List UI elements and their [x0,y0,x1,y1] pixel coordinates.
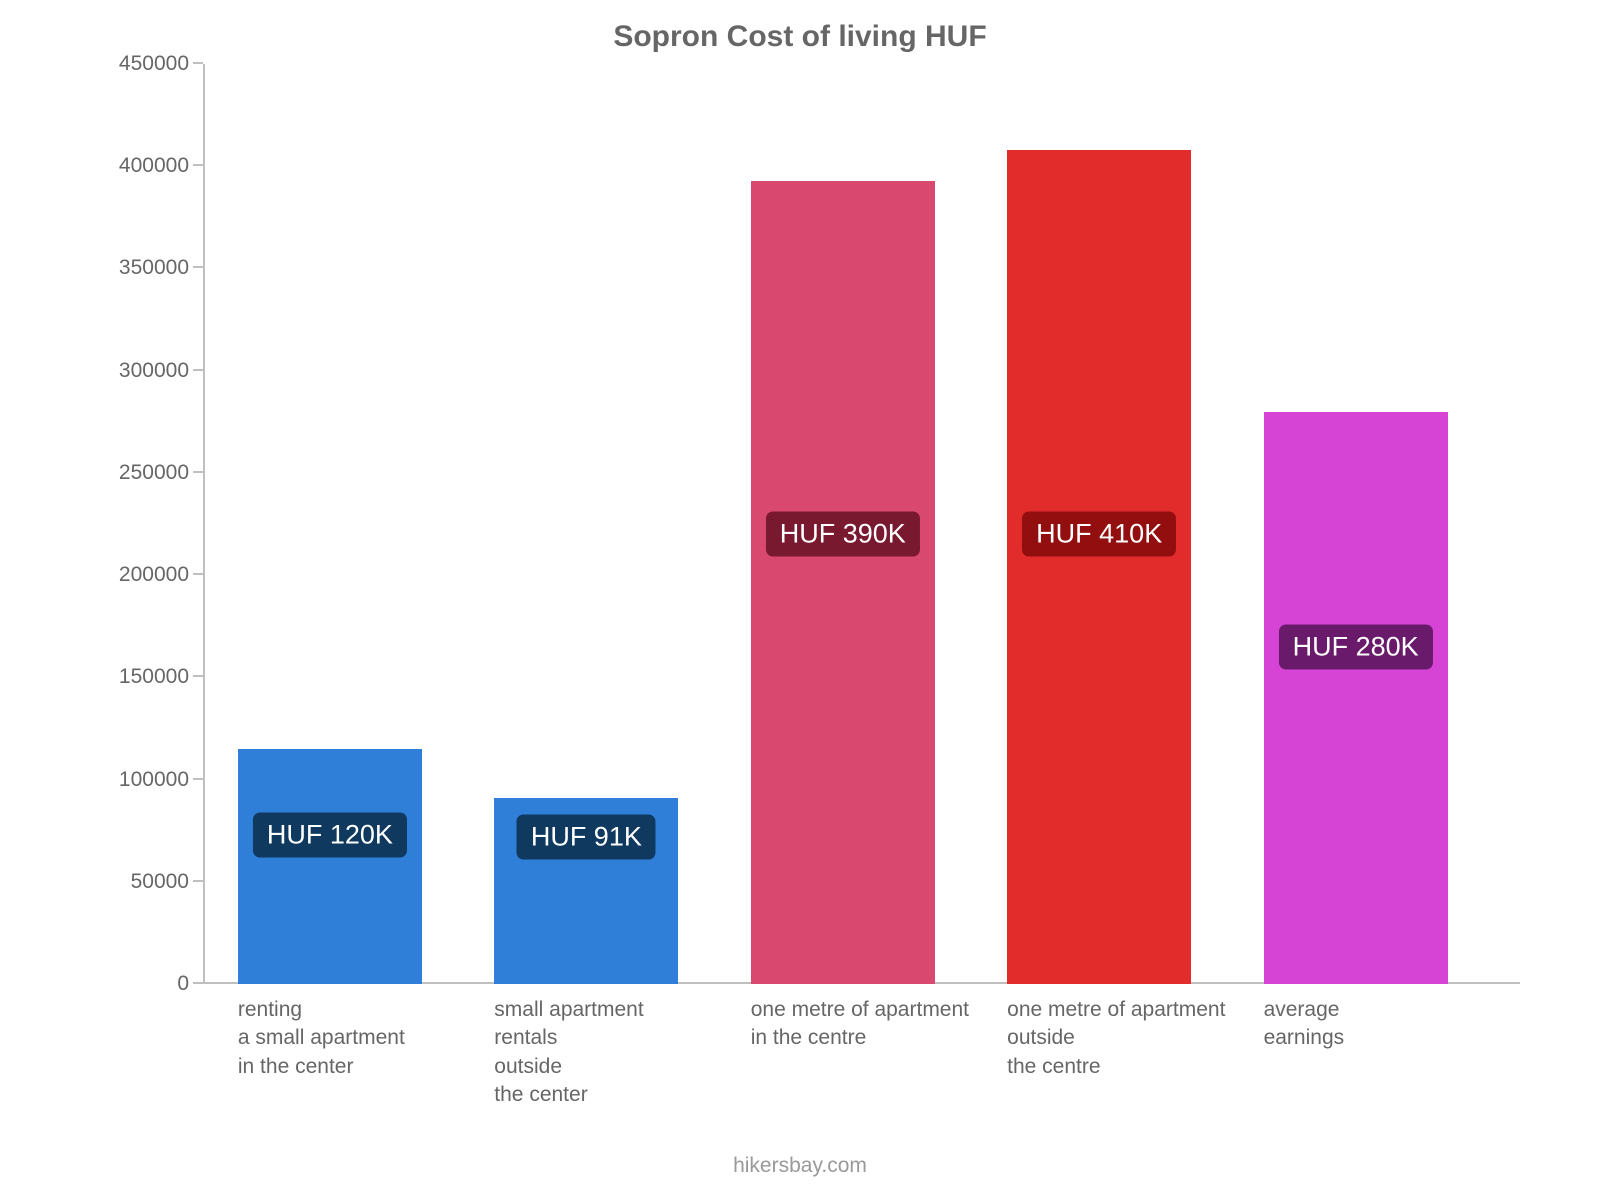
x-category-label: average earnings [1264,996,1345,1053]
y-tick-label: 200000 [119,563,189,587]
y-tick [193,880,203,882]
y-tick-label: 250000 [119,461,189,485]
x-category-label: one metre of apartment in the centre [751,996,969,1053]
bar-value-badge: HUF 410K [1022,512,1176,557]
y-tick-label: 400000 [119,154,189,178]
y-tick [193,573,203,575]
y-tick [193,369,203,371]
y-tick [193,164,203,166]
bar-value-badge-wrap: HUF 280K [1279,624,1433,669]
x-axis-labels: renting a small apartment in the center s… [205,984,1520,1134]
y-tick [193,778,203,780]
plot-area: HUF 120K HUF 91K HUF 390K HUF 410K HUF 280K [205,64,1520,984]
y-tick [193,471,203,473]
y-tick-label: 0 [177,972,189,996]
bar [1007,150,1191,984]
y-tick-label: 350000 [119,256,189,280]
y-tick-label: 300000 [119,359,189,383]
bar-value-badge-wrap: HUF 120K [253,812,407,857]
bar-value-badge: HUF 280K [1279,624,1433,669]
bar-value-badge: HUF 390K [766,512,920,557]
y-tick [193,675,203,677]
bar [238,749,422,984]
chart-title: Sopron Cost of living HUF [60,20,1540,54]
bar-value-badge-wrap: HUF 410K [1022,512,1176,557]
x-category-label: one metre of apartment outside the centr… [1007,996,1225,1081]
bar-value-badge-wrap: HUF 91K [517,814,656,859]
y-axis: 0500001000001500002000002500003000003500… [110,64,205,984]
bar [1264,412,1448,984]
y-tick-label: 50000 [131,870,189,894]
x-category-label: renting a small apartment in the center [238,996,405,1081]
bar-value-badge-wrap: HUF 390K [766,512,920,557]
chart-container: Sopron Cost of living HUF 0 50000 100000 15… [60,20,1540,1120]
x-category-label: small apartment rentals outside the cent… [494,996,643,1109]
chart-footer: hikersbay.com [0,1154,1600,1178]
y-tick-label: 450000 [119,52,189,76]
y-tick-label: 150000 [119,665,189,689]
bar-value-badge: HUF 120K [253,812,407,857]
y-tick [193,62,203,64]
plot-wrap: 0500001000001500002000002500003000003500… [110,64,1520,984]
y-tick [193,982,203,984]
y-tick [193,266,203,268]
bar [751,181,935,984]
bar-value-badge: HUF 91K [517,814,656,859]
y-tick-label: 100000 [119,768,189,792]
